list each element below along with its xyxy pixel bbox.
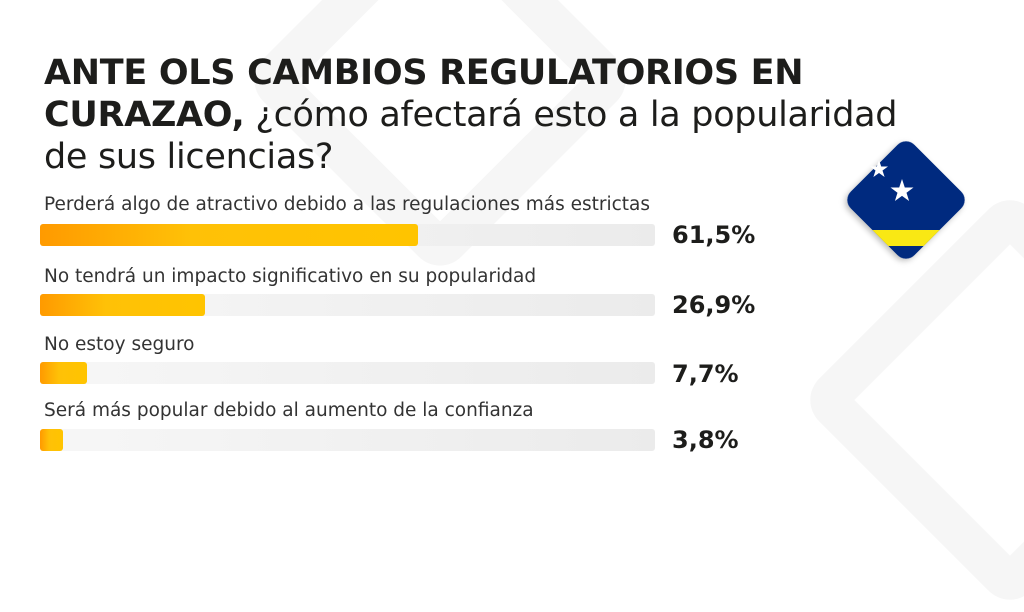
bar-track xyxy=(40,224,655,246)
bar-track xyxy=(40,294,655,316)
category-label: Perderá algo de atractivo debido a las r… xyxy=(44,194,651,215)
star-icon xyxy=(870,160,888,177)
bar xyxy=(40,294,206,316)
bar-track xyxy=(40,362,655,384)
bar xyxy=(40,224,419,246)
chart-title: ANTE OLS CAMBIOS REGULATORIOS EN CURAZAO… xyxy=(44,52,904,178)
curacao-flag-icon xyxy=(842,141,970,259)
value-label: 61,5% xyxy=(672,221,756,249)
category-label: No tendrá un impacto significativo en su… xyxy=(44,266,537,287)
value-label: 26,9% xyxy=(672,291,756,319)
category-label: No estoy seguro xyxy=(44,334,195,355)
value-label: 7,7% xyxy=(672,360,739,388)
title-regular: ¿cómo afectará esto a la popularidad de … xyxy=(44,95,898,177)
bar-track xyxy=(40,429,655,451)
bar xyxy=(40,429,64,451)
title-bold: ANTE OLS CAMBIOS REGULATORIOS EN CURAZAO… xyxy=(44,53,804,135)
category-label: Será más popular debido al aumento de la… xyxy=(44,400,534,421)
star-icon xyxy=(890,179,914,201)
bar xyxy=(40,362,88,384)
value-label: 3,8% xyxy=(672,426,739,454)
